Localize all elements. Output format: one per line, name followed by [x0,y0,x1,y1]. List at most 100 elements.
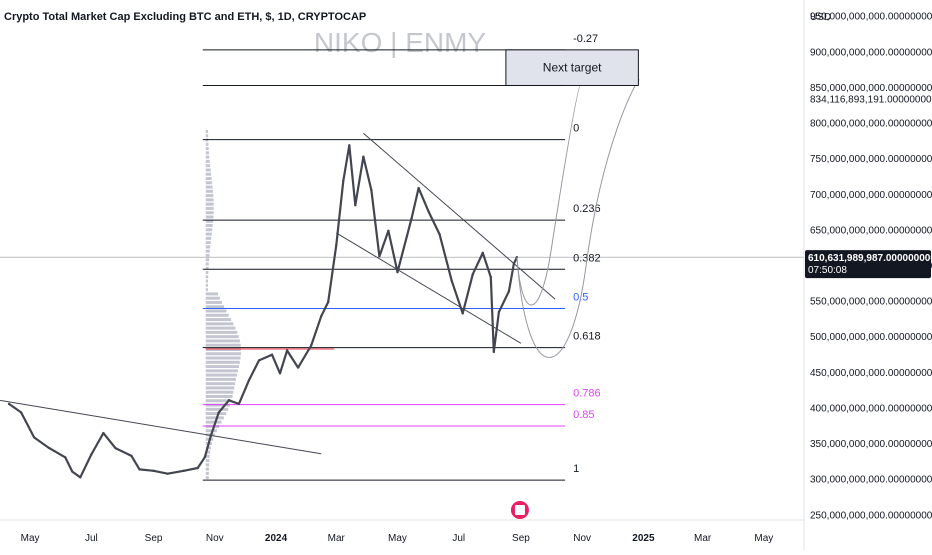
x-tick-label: May [754,533,773,544]
price-point [450,279,453,282]
volume-profile-bar [205,394,233,398]
price-point [270,353,274,356]
volume-profile-bar [205,300,222,304]
volume-profile-bar [205,318,232,322]
volume-profile-bar [205,249,210,253]
volume-profile-bar [205,463,210,467]
price-series-line [8,144,518,479]
y-tick-label: 700,000,000,000.000000000000 [810,190,932,201]
bar-countdown: 07:50:08 [808,265,847,276]
price-point [370,188,373,192]
volume-profile-bar [205,279,209,283]
fib-level-label: 0.618 [573,331,601,343]
x-tick-label: Sep [512,533,530,544]
x-tick-label: Jul [452,533,465,544]
next-target-box[interactable] [505,49,639,86]
volume-profile-bar [205,245,211,249]
current-price-value: 610,631,989,987.000000000000 [808,253,932,264]
volume-profile-bar [205,185,213,189]
y-tick-label: 550,000,000,000.000000000000 [810,297,932,308]
volume-profile-bar [205,142,209,146]
volume-profile-bar [205,369,238,373]
y-tick-label: 850,000,000,000.000000000000 [810,83,932,94]
x-tick-label: Nov [206,533,224,544]
x-tick-label: 2024 [265,533,288,544]
price-point [203,456,206,459]
projection-path-b [516,79,640,358]
channel-lower-line [335,232,522,344]
volume-profile-bar [205,253,210,257]
volume-profile-bar [205,224,213,228]
volume-profile-bar [205,313,229,317]
volume-profile-bar [205,155,210,159]
price-point [196,466,199,470]
price-point [182,469,185,473]
price-point [492,350,496,354]
target-price-label: 834,116,893,191.000000000000 [810,94,932,105]
price-point [138,468,141,471]
price-point [396,270,399,274]
volume-profile-bar [205,194,214,198]
fib-level-label: 1 [573,463,579,475]
price-point [461,312,464,315]
current-price-badge [805,250,931,279]
volume-profile-bar [205,228,213,232]
price-point [71,470,74,473]
y-tick-label: 250,000,000,000.000000000000 [810,510,932,521]
volume-profile-bar [205,450,211,454]
volume-profile-bar [205,429,217,433]
volume-profile-bar [205,172,212,176]
volume-profile-bar [205,360,240,364]
volume-profile-bar [205,339,240,343]
price-point [438,233,441,236]
price-point [417,186,420,190]
y-tick-label: 750,000,000,000.000000000000 [810,154,932,165]
volume-profile-bar [205,232,212,236]
price-point [102,431,105,435]
volume-profile-bar [205,373,237,377]
event-marker-flag-icon [514,505,525,515]
volume-profile-bar [205,343,241,347]
volume-profile-bar [205,292,219,296]
price-point [354,203,357,207]
y-tick-label: 300,000,000,000.000000000000 [810,475,932,486]
channel-upper-line [363,132,556,300]
volume-profile-bar [205,377,236,381]
volume-profile-bar [205,241,211,245]
x-tick-label: Mar [328,533,346,544]
price-point [327,300,330,304]
volume-profile-bar [205,322,234,326]
volume-profile-bar [205,151,209,155]
volume-profile-bar [205,134,209,138]
volume-profile-bar [205,390,234,394]
price-point [497,310,501,314]
volume-profile-bar [205,305,225,309]
price-point [217,411,221,414]
y-tick-label: 350,000,000,000.000000000000 [810,439,932,450]
price-point [47,446,51,450]
volume-profile-bar [205,177,212,181]
volume-profile-bar [205,262,209,266]
volume-profile-bar [205,275,209,279]
volume-profile-bar [205,382,236,386]
volume-profile-bar [205,189,214,193]
x-tick-label: Jul [85,533,98,544]
volume-profile-bar [205,271,209,275]
y-tick-label: 800,000,000,000.000000000000 [810,119,932,130]
volume-profile-bar [205,309,227,313]
downtrend-line [0,399,322,455]
volume-profile-bar [205,467,209,471]
volume-profile-bar [205,266,209,270]
volume-profile-bar [205,386,235,390]
volume-profile-bar [205,471,209,475]
price-point [481,251,485,255]
volume-profile-bar [205,399,232,403]
volume-profile-bar [205,219,214,223]
volume-profile-bar [205,330,238,334]
fib-level-label: 0.236 [573,203,601,215]
volume-profile-bar [205,365,239,369]
price-point [32,436,36,439]
price-point [362,155,365,158]
